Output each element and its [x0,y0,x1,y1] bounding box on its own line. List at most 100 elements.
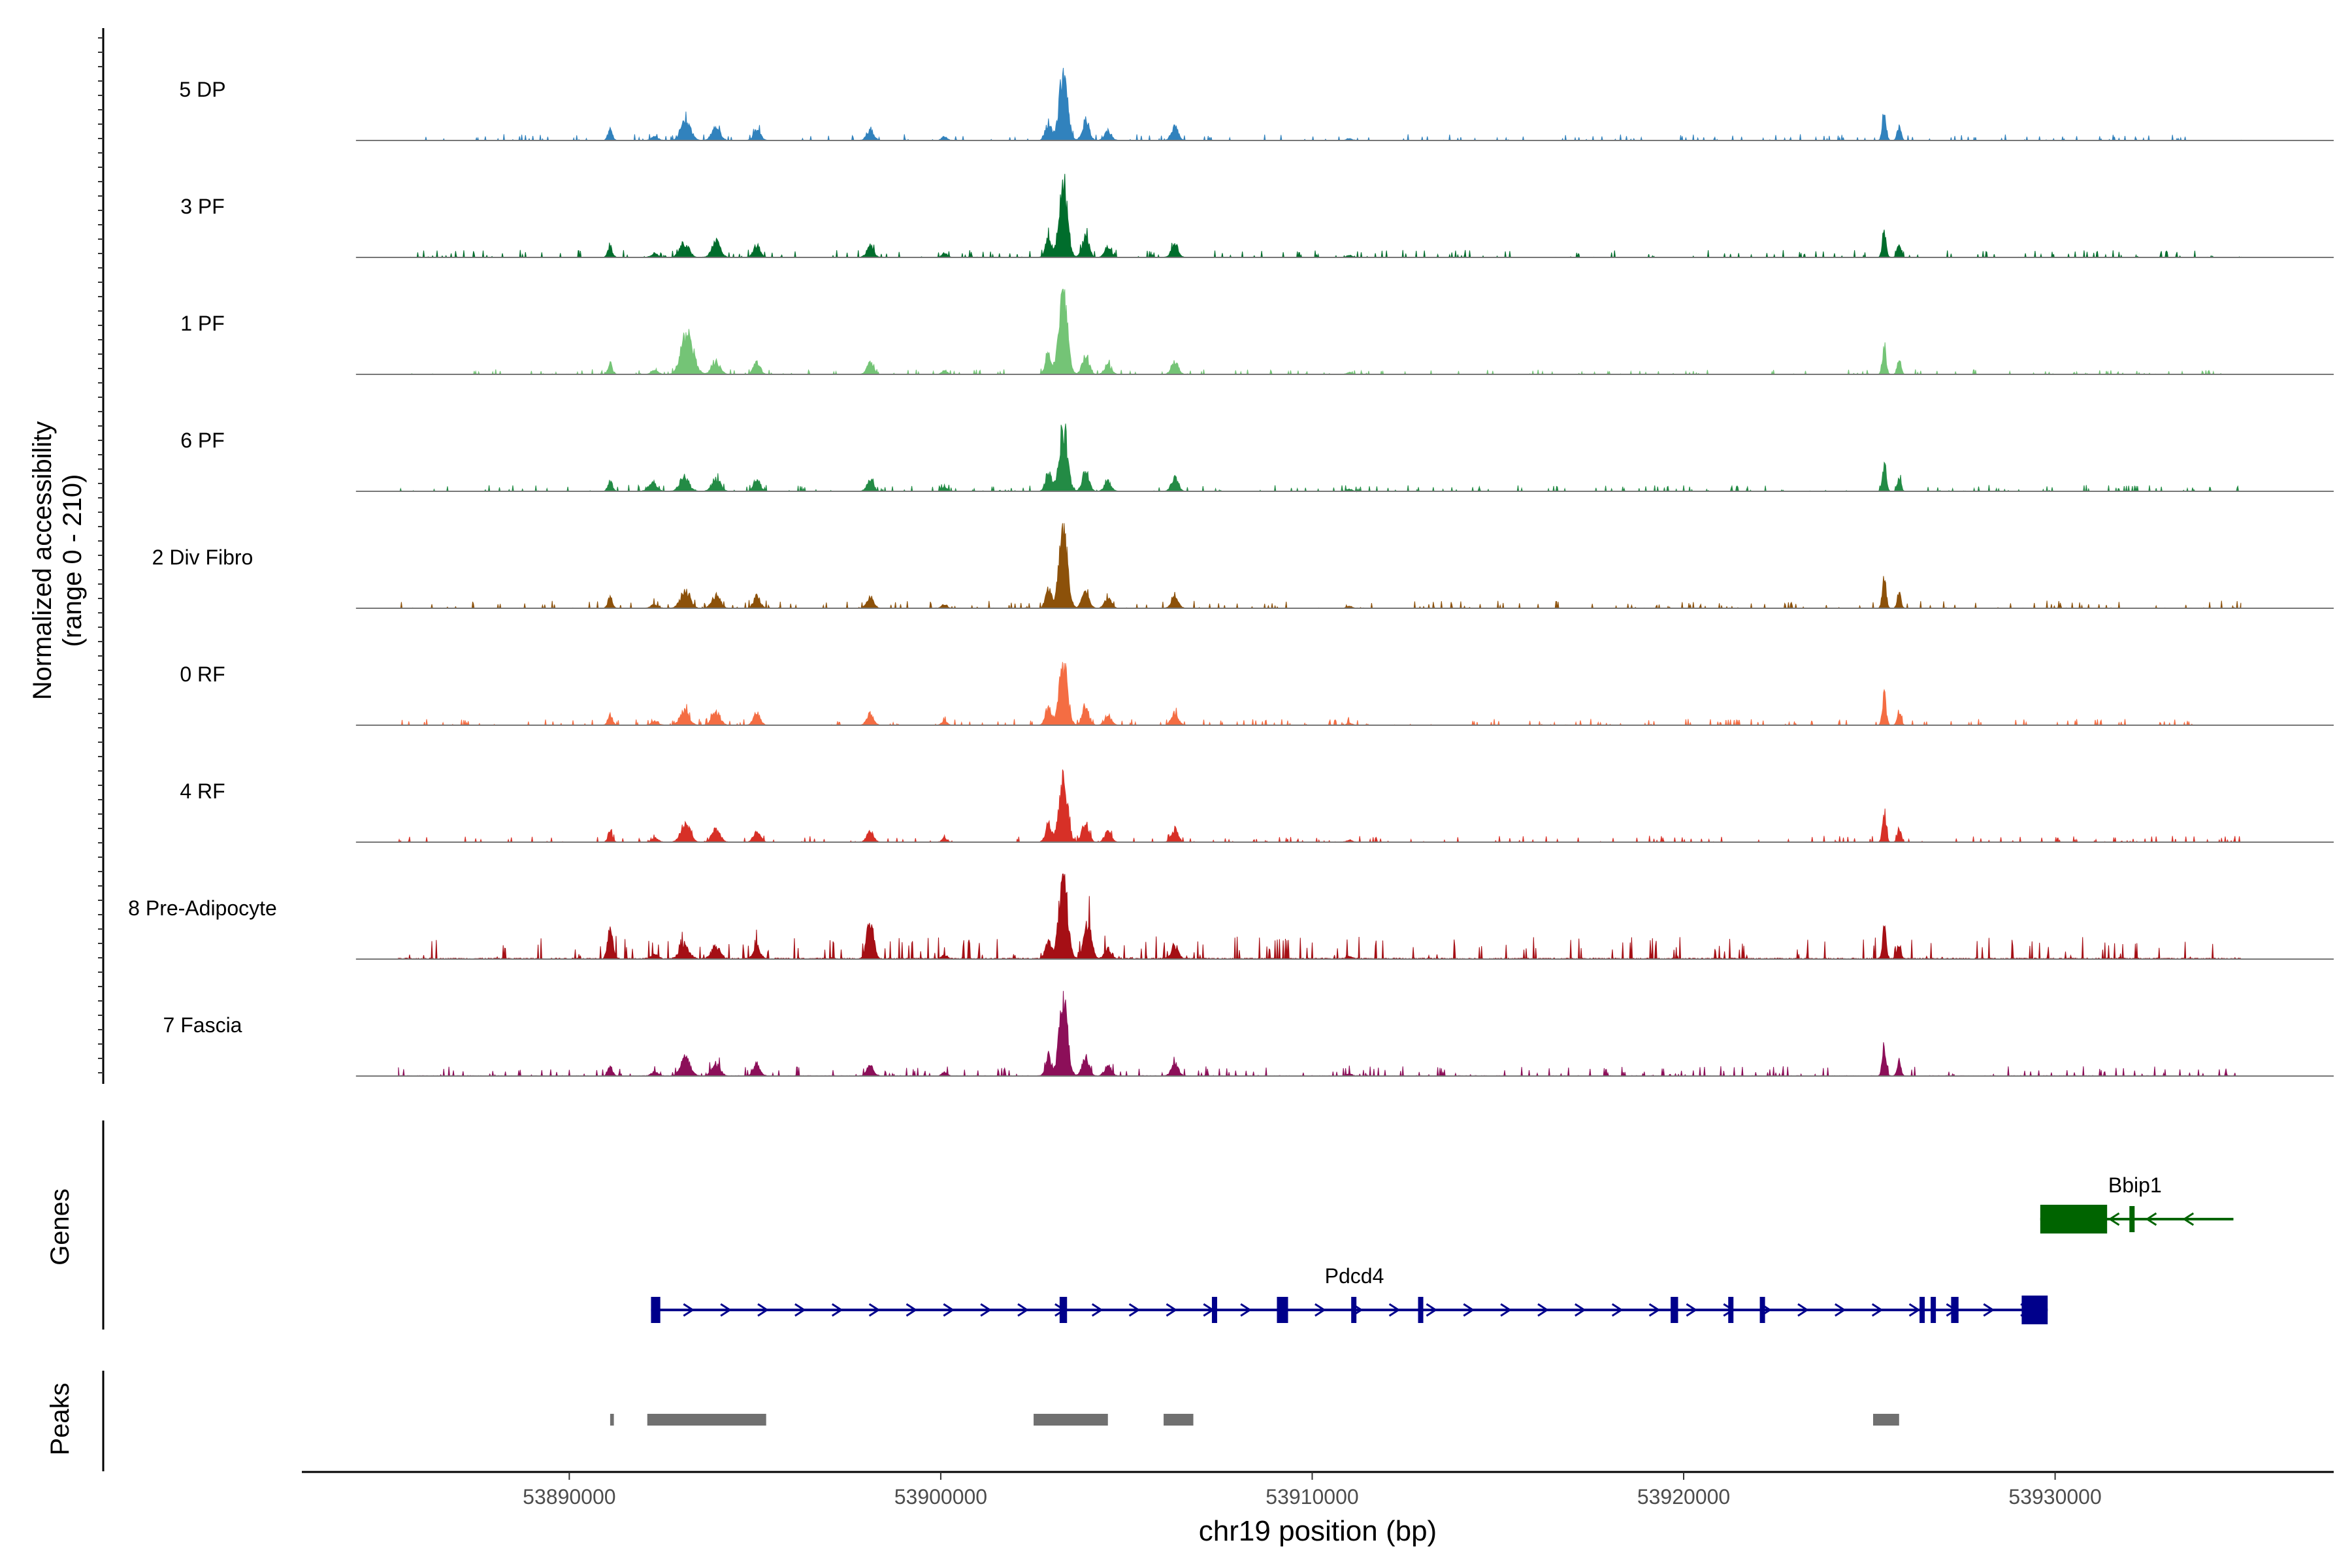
track-label: 5 DP [179,78,225,101]
gene-exon [1211,1297,1217,1323]
gene-strand-chevron [831,1303,843,1317]
gene-exon [2040,1205,2108,1233]
coverage-area [398,523,2242,609]
gene-exon [1351,1297,1357,1323]
gene-strand-chevron [1128,1303,1141,1317]
x-tick-label: 53920000 [1637,1485,1730,1509]
peak-region [1164,1414,1194,1426]
gene-strand-chevron [757,1303,769,1317]
y-axis-label-line1: Normalized accessibility [28,421,57,700]
track-label: 3 PF [180,195,225,218]
gene-strand-chevron [943,1303,955,1317]
gene-strand-chevron [1871,1303,1884,1317]
y-axis-label: Normalized accessibility (range 0 - 210) [28,421,87,700]
track-label: 2 Div Fibro [152,546,253,569]
x-tick-label: 53900000 [894,1485,987,1509]
track-label: 0 RF [180,662,225,686]
coverage-track: 7 Fascia [163,990,2334,1077]
coverage-area [398,662,2242,727]
gene-strand-chevron [868,1303,881,1317]
gene-model: Pdcd4 [651,1264,2048,1324]
x-tick-label: 53910000 [1266,1485,1358,1509]
gene-strand-chevron [1575,1303,1586,1317]
gene-exon [2021,1296,2048,1324]
gene-exon [2129,1206,2135,1232]
x-axis: chr19 position (bp) 53890000 53900000 5391… [302,1471,2334,1547]
gene-strand-chevron [1537,1303,1549,1317]
peaks-panel-label: Peaks [46,1382,74,1455]
gene-strand-chevron [1240,1303,1252,1317]
gene-strand-chevron [683,1303,695,1317]
track-label: 4 RF [180,779,225,803]
gene-exon [1671,1297,1678,1323]
coverage-area [398,423,2242,493]
coverage-area [398,990,2242,1077]
x-tick-label: 53930000 [2008,1485,2101,1509]
gene-strand-chevron [1797,1303,1809,1317]
genes-panel: Genes Bbip1 Pdcd4 [46,1120,2234,1330]
gene-exon [1759,1297,1765,1323]
gene-strand-chevron [2108,1212,2120,1226]
gene-exon [1951,1297,1959,1323]
coverage-area [398,174,2242,259]
gene-strand-chevron [1091,1303,1103,1317]
left-axes [98,28,105,1084]
track-label: 1 PF [180,312,225,335]
coverage-track: 5 DP [179,67,2334,142]
peak-region [1872,1414,1899,1426]
coverage-track: 4 RF [180,769,2334,843]
gene-strand-chevron [1983,1303,1995,1317]
gene-strand-chevron [1017,1303,1029,1317]
gene-model: Bbip1 [2040,1173,2234,1233]
coverage-tracks: 5 DP 3 PF 1 PF 6 PF 2 Div Fibro 0 RF 4 RF 8 Pre… [128,67,2334,1077]
gene-strand-chevron [1611,1303,1624,1317]
coverage-track: 1 PF [180,289,2334,376]
coverage-track: 6 PF [180,423,2334,493]
gene-strand-chevron [2182,1212,2195,1226]
gene-strand-chevron [906,1303,918,1317]
peak-region [1034,1414,1108,1426]
coverage-area [398,289,2242,376]
track-label: 6 PF [180,429,225,452]
coverage-track: 8 Pre-Adipocyte [128,874,2334,960]
gene-exon [1059,1297,1068,1323]
gene-exon [1919,1297,1925,1323]
gene-label: Pdcd4 [1325,1264,1384,1288]
gene-exon [1931,1297,1936,1323]
gene-strand-chevron [1315,1303,1326,1317]
peak-region [610,1414,614,1426]
gene-strand-chevron [1648,1303,1661,1317]
gene-strand-chevron [1835,1303,1846,1317]
coverage-area [398,67,2242,142]
gene-strand-chevron [1426,1303,1438,1317]
x-tick-label: 53890000 [523,1485,615,1509]
gene-label: Bbip1 [2108,1173,2162,1197]
track-label: 7 Fascia [163,1013,242,1037]
gene-strand-chevron [980,1303,992,1317]
gene-exon [651,1297,661,1323]
gene-exon [1728,1297,1734,1323]
gene-strand-chevron [1686,1303,1698,1317]
gene-strand-chevron [1500,1303,1512,1317]
gene-exon [1418,1297,1424,1323]
gene-strand-chevron [720,1303,732,1317]
x-axis-label: chr19 position (bp) [1199,1515,1437,1547]
genes-panel-label: Genes [46,1188,74,1266]
gene-exon [1277,1297,1288,1323]
track-label: 8 Pre-Adipocyte [128,896,277,920]
gene-strand-chevron [794,1303,806,1317]
coverage-area [398,874,2242,960]
peak-region [647,1414,766,1426]
coverage-track: 2 Div Fibro [152,523,2334,609]
peaks-panel: Peaks [46,1371,1899,1471]
coverage-area [398,769,2242,843]
coverage-track: 3 PF [180,174,2334,259]
gene-strand-chevron [1908,1303,1921,1317]
gene-strand-chevron [2145,1212,2157,1226]
gene-strand-chevron [1166,1303,1178,1317]
coverage-track: 0 RF [180,662,2334,727]
gene-strand-chevron [1388,1303,1401,1317]
y-axis-label-line2: (range 0 - 210) [58,474,87,647]
gene-strand-chevron [1463,1303,1475,1317]
